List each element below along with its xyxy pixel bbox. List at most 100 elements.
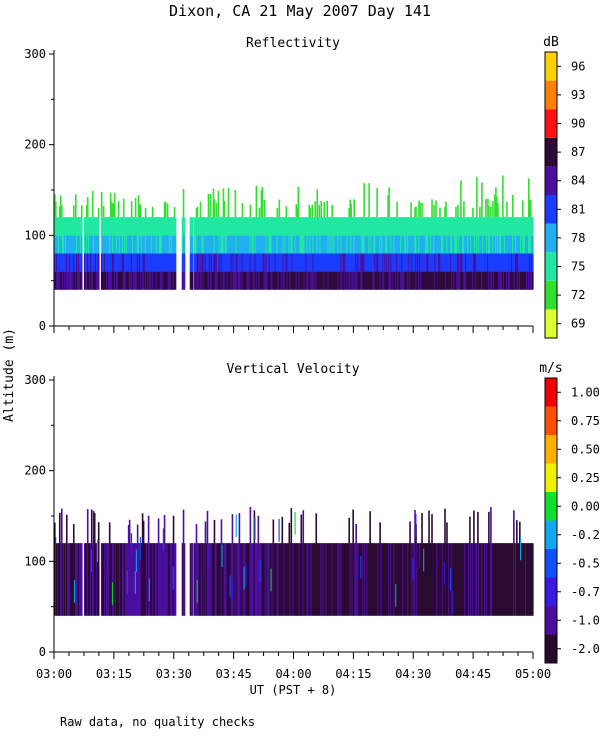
reflectivity-cell [394, 271, 396, 290]
reflectivity-cell [88, 217, 91, 236]
reflectivity-cell [318, 271, 321, 290]
velocity-cell [279, 543, 282, 616]
reflectivity-cell [174, 253, 177, 272]
reflectivity-cell [190, 217, 193, 236]
reflectivity-cell [243, 253, 246, 272]
reflectivity-cell [421, 253, 423, 272]
reflectivity-cell [414, 207, 416, 218]
velocity-cell [71, 543, 74, 616]
velocity-cell [483, 543, 485, 616]
reflectivity-cell [344, 271, 346, 290]
reflectivity-cell [399, 217, 401, 236]
reflectivity-cell [319, 271, 322, 290]
reflectivity-cell [258, 207, 261, 218]
reflectivity-cell [401, 235, 403, 254]
velocity-cell [196, 543, 199, 616]
velocity-cell [525, 543, 527, 616]
velocity-cell [386, 543, 388, 616]
reflectivity-cell [451, 217, 453, 236]
reflectivity-cell [164, 201, 167, 218]
reflectivity-cell [195, 235, 198, 254]
reflectivity-cell [479, 253, 481, 272]
reflectivity-cell [183, 235, 186, 254]
reflectivity-cell [84, 235, 87, 254]
reflectivity-cell [273, 235, 276, 254]
reflectivity-cell [107, 235, 110, 254]
reflectivity-cell [247, 235, 250, 254]
reflectivity-cell [201, 235, 204, 254]
reflectivity-cell [513, 235, 515, 254]
reflectivity-cell [61, 235, 64, 254]
reflectivity-cell [454, 271, 456, 290]
reflectivity-cell [290, 253, 293, 272]
reflectivity-cell [279, 271, 282, 290]
reflectivity-cell [249, 204, 252, 218]
reflectivity-cell [517, 253, 519, 272]
reflectivity-cell [76, 235, 79, 254]
reflectivity-cell [196, 217, 199, 236]
reflectivity-cell [96, 271, 99, 290]
reflectivity-cell [141, 271, 144, 290]
reflectivity-cell [440, 253, 442, 272]
reflectivity-cell [91, 271, 94, 290]
velocity-cell [466, 543, 468, 616]
reflectivity-cell [529, 235, 531, 254]
reflectivity-cell [347, 217, 349, 236]
reflectivity-cell [150, 271, 153, 290]
reflectivity-cell [478, 271, 480, 290]
reflectivity-cell [232, 235, 235, 254]
reflectivity-cell [288, 271, 291, 290]
reflectivity-cell [246, 271, 249, 290]
reflectivity-cell [337, 235, 340, 254]
reflectivity-cell [507, 235, 509, 254]
reflectivity-cell [191, 235, 194, 254]
reflectivity-cell [67, 235, 70, 254]
reflectivity-cell [143, 235, 146, 254]
velocity-cell [124, 543, 127, 616]
velocity-cell [227, 543, 230, 616]
reflectivity-cell [335, 217, 338, 236]
reflectivity-cell [351, 253, 353, 272]
reflectivity-cell [295, 217, 298, 236]
reflectivity-cell [434, 217, 436, 236]
velocity-cell [242, 543, 245, 616]
reflectivity-cell [201, 253, 204, 272]
reflectivity-cell [181, 253, 184, 272]
reflectivity-cell [464, 253, 466, 272]
reflectivity-cell [478, 217, 480, 236]
reflectivity-cell [111, 271, 114, 290]
reflectivity-cell [396, 235, 398, 254]
reflectivity-cell [342, 217, 344, 236]
velocity-cell [142, 520, 145, 616]
reflectivity-cell [173, 207, 176, 218]
reflectivity-cell [508, 217, 510, 236]
velocity-cell [166, 543, 169, 616]
reflectivity-cell [251, 253, 254, 272]
reflectivity-cell [274, 235, 277, 254]
reflectivity-cell [480, 271, 482, 290]
reflectivity-cell [157, 217, 160, 236]
reflectivity-cell [388, 187, 390, 218]
reflectivity-cell [527, 235, 529, 254]
reflectivity-cell [104, 217, 107, 236]
reflectivity-cell [261, 187, 264, 218]
reflectivity-cell [246, 253, 249, 272]
reflectivity-cell [146, 235, 149, 254]
reflectivity-cell [217, 217, 220, 236]
reflectivity-cell [146, 271, 149, 290]
velocity-cell [212, 543, 215, 616]
velocity-cell [234, 543, 237, 616]
reflectivity-cell [245, 253, 248, 272]
reflectivity-cell [217, 190, 220, 218]
reflectivity-cell [153, 253, 156, 272]
reflectivity-cell [375, 253, 377, 272]
reflectivity-cell [230, 253, 233, 272]
reflectivity-cell [207, 253, 210, 272]
velocity-cell [507, 543, 509, 616]
reflectivity-cell [152, 235, 155, 254]
reflectivity-cell [312, 217, 315, 236]
reflectivity-cell [303, 253, 306, 272]
reflectivity-cell [505, 253, 507, 272]
reflectivity-cell [194, 217, 197, 236]
velocity-cell [406, 543, 408, 616]
